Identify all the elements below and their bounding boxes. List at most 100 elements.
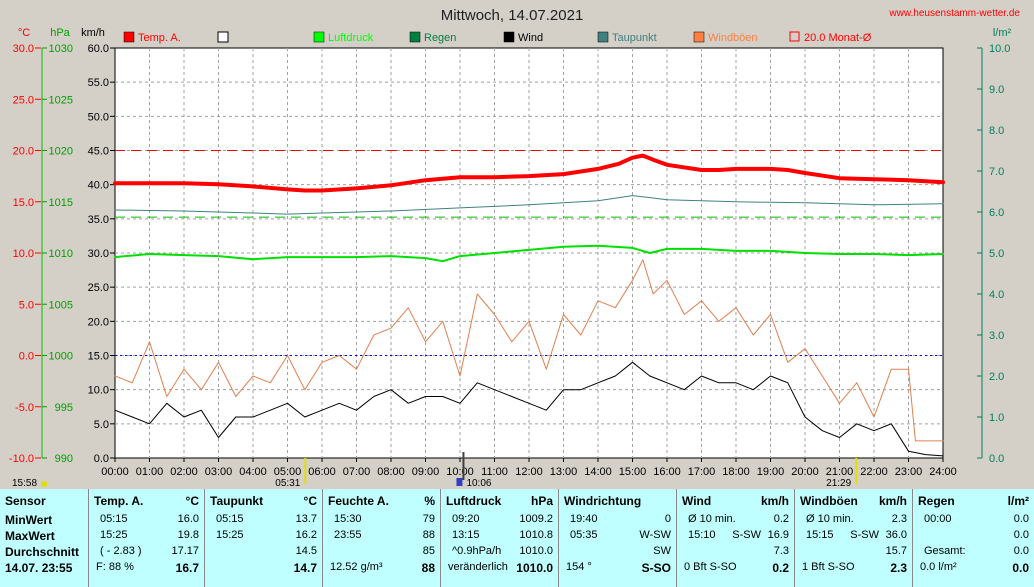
pressure-unit-label: hPa (50, 27, 70, 39)
col-header-label: Windböen (800, 494, 858, 508)
cell-direction: S-SW (850, 529, 879, 541)
table-row: Ø 10 min. 0.2 (682, 513, 789, 528)
temp-tick-label: 30.0 (13, 43, 34, 55)
current-time-marker (462, 452, 465, 480)
table-row-current: veränderlich 1010.0 (446, 561, 553, 576)
table-row-current: F: 88 % 16.7 (94, 561, 199, 576)
cell-value: 0.0 (1013, 545, 1029, 557)
wind-tick-label: 55.0 (88, 77, 109, 89)
wind-tick-label: 25.0 (88, 282, 109, 294)
cell-time: 15:25 (216, 529, 244, 541)
cell-value: 1010.0 (519, 545, 553, 557)
table-row: 7.3 (682, 545, 789, 560)
legend-swatch (503, 31, 515, 43)
wind-tick-label: 50.0 (88, 111, 109, 123)
pressure-tick-label: 1010 (49, 248, 73, 260)
cell-value: 0 (664, 513, 671, 525)
cell-value: 0.2 (773, 513, 789, 525)
y-axis-labels: 30.0 25.0 20.0 15.0 10.0 5.0 0.0 -5.0 -10.0 1030 1… (9, 43, 1011, 465)
table-row: 15:10 S-SW 16.9 (682, 529, 789, 544)
pressure-tick-label: 1005 (49, 299, 73, 311)
x-tick-label: 12:00 (515, 466, 543, 478)
col-regen-header: Regen l/m² (918, 494, 1029, 508)
website-link[interactable]: www.heusenstamm-wetter.de (888, 8, 1020, 19)
series-lines (113, 153, 945, 457)
pressure-tick-label: 1030 (49, 43, 73, 55)
col-windrichtung-header: Windrichtung (564, 494, 671, 508)
col-header-unit: % (424, 494, 435, 508)
cell-time: ( - 2.83 ) (100, 545, 142, 557)
cell-value: 2.3 (891, 513, 907, 525)
temp-tick-label: 20.0 (13, 146, 34, 158)
wind-tick-label: 40.0 (88, 180, 109, 192)
left-time: 15:58 (12, 478, 37, 489)
col-luftdruck: Luftdruck hPa 09:20 1009.2 13:15 1010.8 ^0.9hP… (440, 489, 558, 587)
wind-tick-label: 20.0 (88, 316, 109, 328)
cell-value: 16.9 (767, 529, 789, 541)
col-temp-header: Temp. A. °C (94, 494, 199, 508)
x-tick-label: 01:00 (136, 466, 164, 478)
table-row: 23:55 88 (328, 529, 435, 544)
x-tick-label: 06:00 (308, 466, 336, 478)
col-header-unit: l/m² (1007, 494, 1029, 508)
x-axis-labels: 00:00 01:00 02:00 03:00 04:00 05:00 06:00 07:00… (101, 458, 957, 478)
table-row: Gesamt: 0.0 (918, 545, 1029, 560)
x-tick-label: 20:00 (791, 466, 819, 478)
col-header-label: Temp. A. (94, 494, 144, 508)
pressure-tick-label: 990 (55, 453, 73, 465)
cell-current-note: 1 Bft S-SO (802, 561, 855, 573)
table-row: 05:15 13.7 (210, 513, 317, 528)
x-tick-label: 07:00 (343, 466, 371, 478)
legend-label: 20.0 Monat-Ø (804, 32, 872, 44)
rain-tick-label: 9.0 (989, 84, 1004, 96)
col-wind: Wind km/h Ø 10 min. 0.2 15:10 S-SW 16.9 7.3 0 Bf… (676, 489, 794, 587)
table-row: 14.5 (210, 545, 317, 560)
cell-time: 15:25 (100, 529, 128, 541)
rain-tick-label: 4.0 (989, 289, 1004, 301)
pressure-tick-label: 1000 (49, 351, 73, 363)
table-row: 15.7 (800, 545, 907, 560)
legend-label: Regen (424, 32, 456, 44)
legend: Temp. A. Luftdruck Regen Wind Taupunkt Windbö… (123, 31, 872, 44)
col-regen: Regen l/m² 00:00 0.0 0.0 Gesamt: 0.0 0.0 l/m² 0.… (912, 489, 1034, 587)
cell-value: 79 (422, 513, 435, 525)
wind-tick-label: 15.0 (88, 351, 109, 363)
x-tick-label: 23:00 (895, 466, 923, 478)
x-tick-label: 08:00 (377, 466, 405, 478)
cell-time: Gesamt: (924, 545, 966, 557)
legend-swatch (693, 31, 705, 43)
table-row: 00:00 0.0 (918, 513, 1029, 528)
cell-value: 36.0 (885, 529, 907, 541)
x-tick-label: 13:00 (550, 466, 578, 478)
row-label-min: MinWert (5, 513, 53, 527)
x-tick-label: 18:00 (722, 466, 750, 478)
table-row: 0.0 (918, 529, 1029, 544)
cell-current-value: 16.7 (175, 561, 199, 575)
series-line-temp-a- (113, 153, 945, 193)
col-header-label: Taupunkt (210, 494, 264, 508)
col-header-label: Regen (918, 494, 955, 508)
rain-tick-label: 5.0 (989, 248, 1004, 260)
cell-value: 0.0 (1013, 513, 1029, 525)
table-row-current: 0.0 l/m² 0.0 (918, 561, 1029, 576)
x-tick-label: 10:00 (446, 466, 474, 478)
col-temp: Temp. A. °C 05:15 16.0 15:25 19.8 ( - 2.83 ) 17… (88, 489, 204, 587)
current-time-flag (456, 478, 463, 486)
wind-tick-label: 10.0 (88, 385, 109, 397)
table-row: 15:30 79 (328, 513, 435, 528)
col-feuchte-header: Feuchte A.% (328, 494, 435, 508)
table-row: 19:40 0 (564, 513, 671, 528)
table-row-current: 12.52 g/m³ 88 (328, 561, 435, 576)
series-line-luftdruck (114, 244, 944, 263)
rain-tick-label: 0.0 (989, 453, 1004, 465)
cell-time: 23:55 (334, 529, 362, 541)
temp-tick-label: 15.0 (13, 197, 34, 209)
cell-direction: S-SW (732, 529, 761, 541)
time-markers: 05:31 21:29 10:06 15:58 (12, 452, 858, 489)
cell-current-note: 0.0 l/m² (920, 561, 957, 573)
series-line-taupunkt (114, 195, 944, 215)
col-header-label: Feuchte A. (328, 494, 389, 508)
legend-swatch (313, 31, 325, 43)
col-header-unit: km/h (760, 494, 789, 508)
legend-swatch (597, 31, 609, 43)
